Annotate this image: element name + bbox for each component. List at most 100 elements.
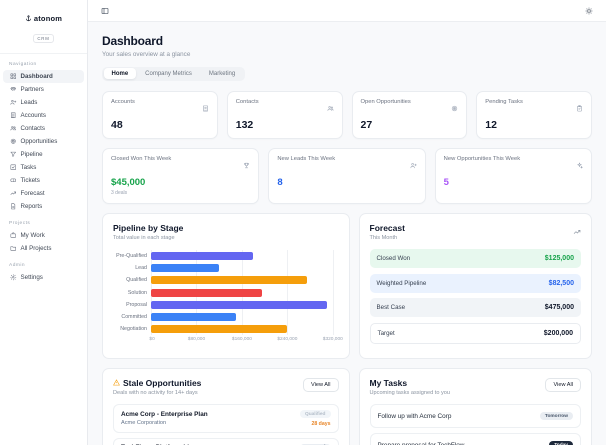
highlight-card-value: $45,000 <box>111 177 146 188</box>
sidebar-item-my-work[interactable]: My Work <box>3 229 84 242</box>
sidebar: atonom CRM Navigation Dashboard Partners Le… <box>0 0 88 445</box>
sidebar-item-label: Settings <box>20 274 43 281</box>
highlight-card-label: New Leads This Week <box>277 156 336 162</box>
sidebar-item-pipeline[interactable]: Pipeline <box>3 148 84 161</box>
highlight-card-sub: 3 deals <box>111 190 128 196</box>
sidebar-item-tasks[interactable]: Tasks <box>3 161 84 174</box>
stat-card-row: Accounts 48 Contacts 132 Open Opportunities 2… <box>102 90 592 139</box>
stale-opportunity-item[interactable]: Acme Corp - Enterprise Plan Acme Corporat… <box>113 404 339 433</box>
app-name: atonom <box>33 13 63 23</box>
chart-category-label: Committed <box>121 314 147 321</box>
chart-bar-row <box>151 262 339 274</box>
tickets-icon <box>10 177 17 184</box>
highlight-card: New Opportunities This Week 5 <box>434 148 592 204</box>
stale-item-meta: Qualified 28 days <box>299 410 331 427</box>
topbar <box>88 0 606 22</box>
sidebar-item-partners[interactable]: Partners <box>3 83 84 96</box>
sidebar-item-tickets[interactable]: Tickets <box>3 174 84 187</box>
sidebar-item-leads[interactable]: Leads <box>3 96 84 109</box>
sparkles-icon <box>576 156 583 174</box>
highlight-card-label: New Opportunities This Week <box>443 156 521 162</box>
tasks-subtitle: Upcoming tasks assigned to you <box>369 390 451 396</box>
highlight-card-header: New Opportunities This Week <box>444 156 583 174</box>
chart-x-tick-label: $80,000 <box>187 337 206 343</box>
tab-company-metrics[interactable]: Company Metrics <box>145 70 192 77</box>
sidebar-item-contacts[interactable]: Contacts <box>3 122 84 135</box>
chart-bar-row <box>151 250 339 262</box>
clipboard-icon <box>576 99 583 117</box>
main-area: Dashboard Your sales overview at a glanc… <box>88 0 606 445</box>
app-logo: atonom CRM <box>0 9 87 54</box>
stale-opportunity-item[interactable]: TechFlow - Platform LicenseTechFlow Solu… <box>113 437 339 445</box>
forecast-rows: Closed Won $125,000 Weighted Pipeline $82,5… <box>369 249 581 344</box>
forecast-row: Weighted Pipeline $82,500 <box>369 273 581 293</box>
stage-badge: Proposal <box>299 443 331 445</box>
forecast-row-value: $200,000 <box>543 329 573 337</box>
sidebar-item-all-projects[interactable]: All Projects <box>3 242 84 255</box>
chart-category-label: Solution <box>127 289 147 296</box>
task-item[interactable]: Follow up with Acme Corp Tomorrow <box>369 404 581 428</box>
highlight-card-label: Closed Won This Week <box>111 156 172 162</box>
chart-bar <box>151 252 254 261</box>
stale-list: Acme Corp - Enterprise Plan Acme Corporat… <box>113 404 339 445</box>
sidebar-item-label: My Work <box>20 232 45 239</box>
sidebar-item-accounts[interactable]: Accounts <box>3 109 84 122</box>
highlight-card-header: Closed Won This Week <box>111 156 250 174</box>
chart-bar <box>151 300 328 309</box>
forecast-row: Target $200,000 <box>369 322 581 344</box>
page-subtitle: Your sales overview at a glance <box>102 50 191 58</box>
task-due-badge: Today <box>549 441 573 445</box>
sidebar-item-opportunities[interactable]: Opportunities <box>3 135 84 148</box>
sidebar-item-label: Reports <box>20 203 43 210</box>
chart-x-tick-label: $0 <box>149 337 155 343</box>
stat-card-value: 12 <box>485 119 497 131</box>
tab-home[interactable]: Home <box>103 68 137 79</box>
trending-up-icon <box>573 223 581 241</box>
warning-icon <box>113 378 120 388</box>
stat-card: Contacts 132 <box>226 90 343 139</box>
charts-row: Pipeline by Stage Total value in each st… <box>102 213 592 359</box>
opportunities-icon <box>10 138 17 145</box>
app-badge: CRM <box>33 34 54 43</box>
sidebar-toggle-icon[interactable] <box>99 5 111 17</box>
stale-opportunities-panel: Stale Opportunities Deals with no activi… <box>102 368 350 445</box>
stale-item-company: Acme Corporation <box>121 419 167 426</box>
sidebar-item-label: All Projects <box>20 245 52 252</box>
forecast-row-value: $125,000 <box>544 255 574 262</box>
theme-toggle-icon[interactable] <box>583 5 595 17</box>
logo-anchor-icon <box>25 9 32 27</box>
task-due-badge: Tomorrow <box>539 412 573 420</box>
stat-card: Pending Tasks 12 <box>476 90 592 139</box>
forecast-row-label: Best Case <box>376 304 406 311</box>
sidebar-section-label: Admin <box>9 263 26 268</box>
chart-category-label: Proposal <box>126 301 147 308</box>
highlight-card: Closed Won This Week $45,000 3 deals <box>102 148 260 204</box>
highlight-card-header: New Leads This Week <box>277 156 417 174</box>
contacts-icon <box>10 125 17 132</box>
chart-gridline <box>332 250 334 336</box>
sidebar-item-reports[interactable]: Reports <box>3 200 84 213</box>
task-item[interactable]: Prepare proposal for TechFlow Today <box>369 433 581 445</box>
user-plus-icon <box>410 156 417 174</box>
tasks-icon <box>10 164 17 171</box>
chart-y-labels: Pre-Qualified Lead Qualified Solution Propos… <box>113 250 151 346</box>
stale-view-all-button[interactable]: View All <box>303 378 339 392</box>
sidebar-item-label: Forecast <box>20 190 45 197</box>
tab-marketing[interactable]: Marketing <box>208 70 236 77</box>
chart-x-tick-label: $320,000 <box>322 337 343 343</box>
sidebar-item-forecast[interactable]: Forecast <box>3 187 84 200</box>
stat-card-label: Accounts <box>111 98 135 105</box>
partners-icon <box>10 86 17 93</box>
stat-card-value: 27 <box>360 119 373 131</box>
highlight-card-sub <box>277 190 416 196</box>
forecast-row-value: $82,500 <box>548 279 574 287</box>
chart-bar <box>151 276 308 285</box>
tasks-view-all-button[interactable]: View All <box>545 378 581 392</box>
sidebar-item-dashboard[interactable]: Dashboard <box>3 70 84 83</box>
sidebar-item-settings[interactable]: Settings <box>3 271 84 284</box>
tasks-title: My Tasks <box>369 378 408 388</box>
target-icon <box>451 99 458 117</box>
all-projects-icon <box>10 245 17 252</box>
pipeline-subtitle: Total value in each stage <box>113 235 175 241</box>
chart-bar <box>151 313 237 322</box>
